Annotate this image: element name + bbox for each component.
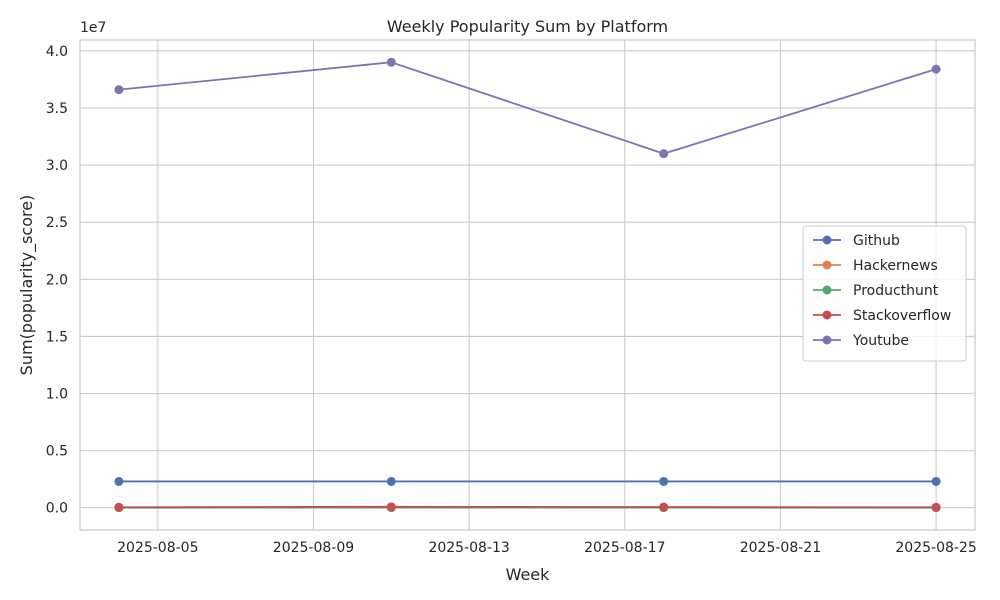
legend-label-stackoverflow: Stackoverflow	[853, 308, 951, 324]
legend-label-youtube: Youtube	[852, 333, 909, 349]
chart-title: Weekly Popularity Sum by Platform	[387, 17, 668, 36]
y-tick-label: 0.5	[46, 444, 68, 460]
y-tick-label: 3.0	[46, 158, 68, 174]
x-tick-label: 2025-08-21	[740, 540, 821, 556]
x-tick-label: 2025-08-09	[273, 540, 354, 556]
legend-marker-youtube	[822, 335, 832, 345]
y-tick-label: 1.0	[46, 387, 68, 403]
data-point-youtube	[114, 85, 124, 95]
x-axis-label: Week	[506, 565, 551, 584]
y-tick-label: 2.0	[46, 272, 68, 288]
y-tick-label: 0.0	[46, 501, 68, 517]
series-line-youtube	[118, 61, 937, 155]
data-point-stackoverflow	[931, 502, 941, 512]
plot-frame	[79, 39, 976, 531]
data-point-github	[931, 476, 941, 486]
series-layer	[114, 57, 941, 513]
legend-marker-stackoverflow	[822, 310, 832, 320]
x-tick-label: 2025-08-05	[117, 540, 198, 556]
data-point-github	[659, 476, 669, 486]
x-tick-label: 2025-08-25	[895, 540, 976, 556]
data-point-youtube	[931, 64, 941, 74]
y-tick-label: 4.0	[46, 44, 68, 60]
data-point-github	[114, 476, 124, 486]
data-point-github	[386, 476, 396, 486]
legend-label-producthunt: Producthunt	[853, 283, 939, 299]
x-tick-labels: 2025-08-05 2025-08-09 2025-08-13 2025-08-17…	[117, 540, 977, 556]
legend: Github Hackernews Producthunt Stackoverflow…	[802, 225, 967, 362]
y-tick-labels: 0.0 0.5 1.0 1.5 2.0 2.5 3.0 3.5 4.0	[46, 44, 68, 517]
data-point-stackoverflow	[659, 502, 669, 512]
data-point-stackoverflow	[114, 502, 124, 512]
y-axis-label: Sum(popularity_score)	[17, 195, 37, 376]
legend-label-hackernews: Hackernews	[853, 258, 938, 274]
y-tick-label: 2.5	[46, 215, 68, 231]
legend-marker-github	[822, 235, 832, 245]
y-axis-offset-text: 1e7	[80, 20, 106, 36]
legend-box	[802, 225, 967, 362]
x-tick-label: 2025-08-17	[584, 540, 665, 556]
data-point-stackoverflow	[386, 502, 396, 512]
x-tick-label: 2025-08-13	[428, 540, 509, 556]
legend-label-github: Github	[853, 233, 900, 249]
data-point-youtube	[386, 57, 396, 67]
y-tick-label: 1.5	[46, 329, 68, 345]
legend-marker-producthunt	[822, 285, 832, 295]
legend-marker-hackernews	[822, 260, 832, 270]
y-tick-label: 3.5	[46, 101, 68, 117]
data-point-youtube	[659, 149, 669, 159]
